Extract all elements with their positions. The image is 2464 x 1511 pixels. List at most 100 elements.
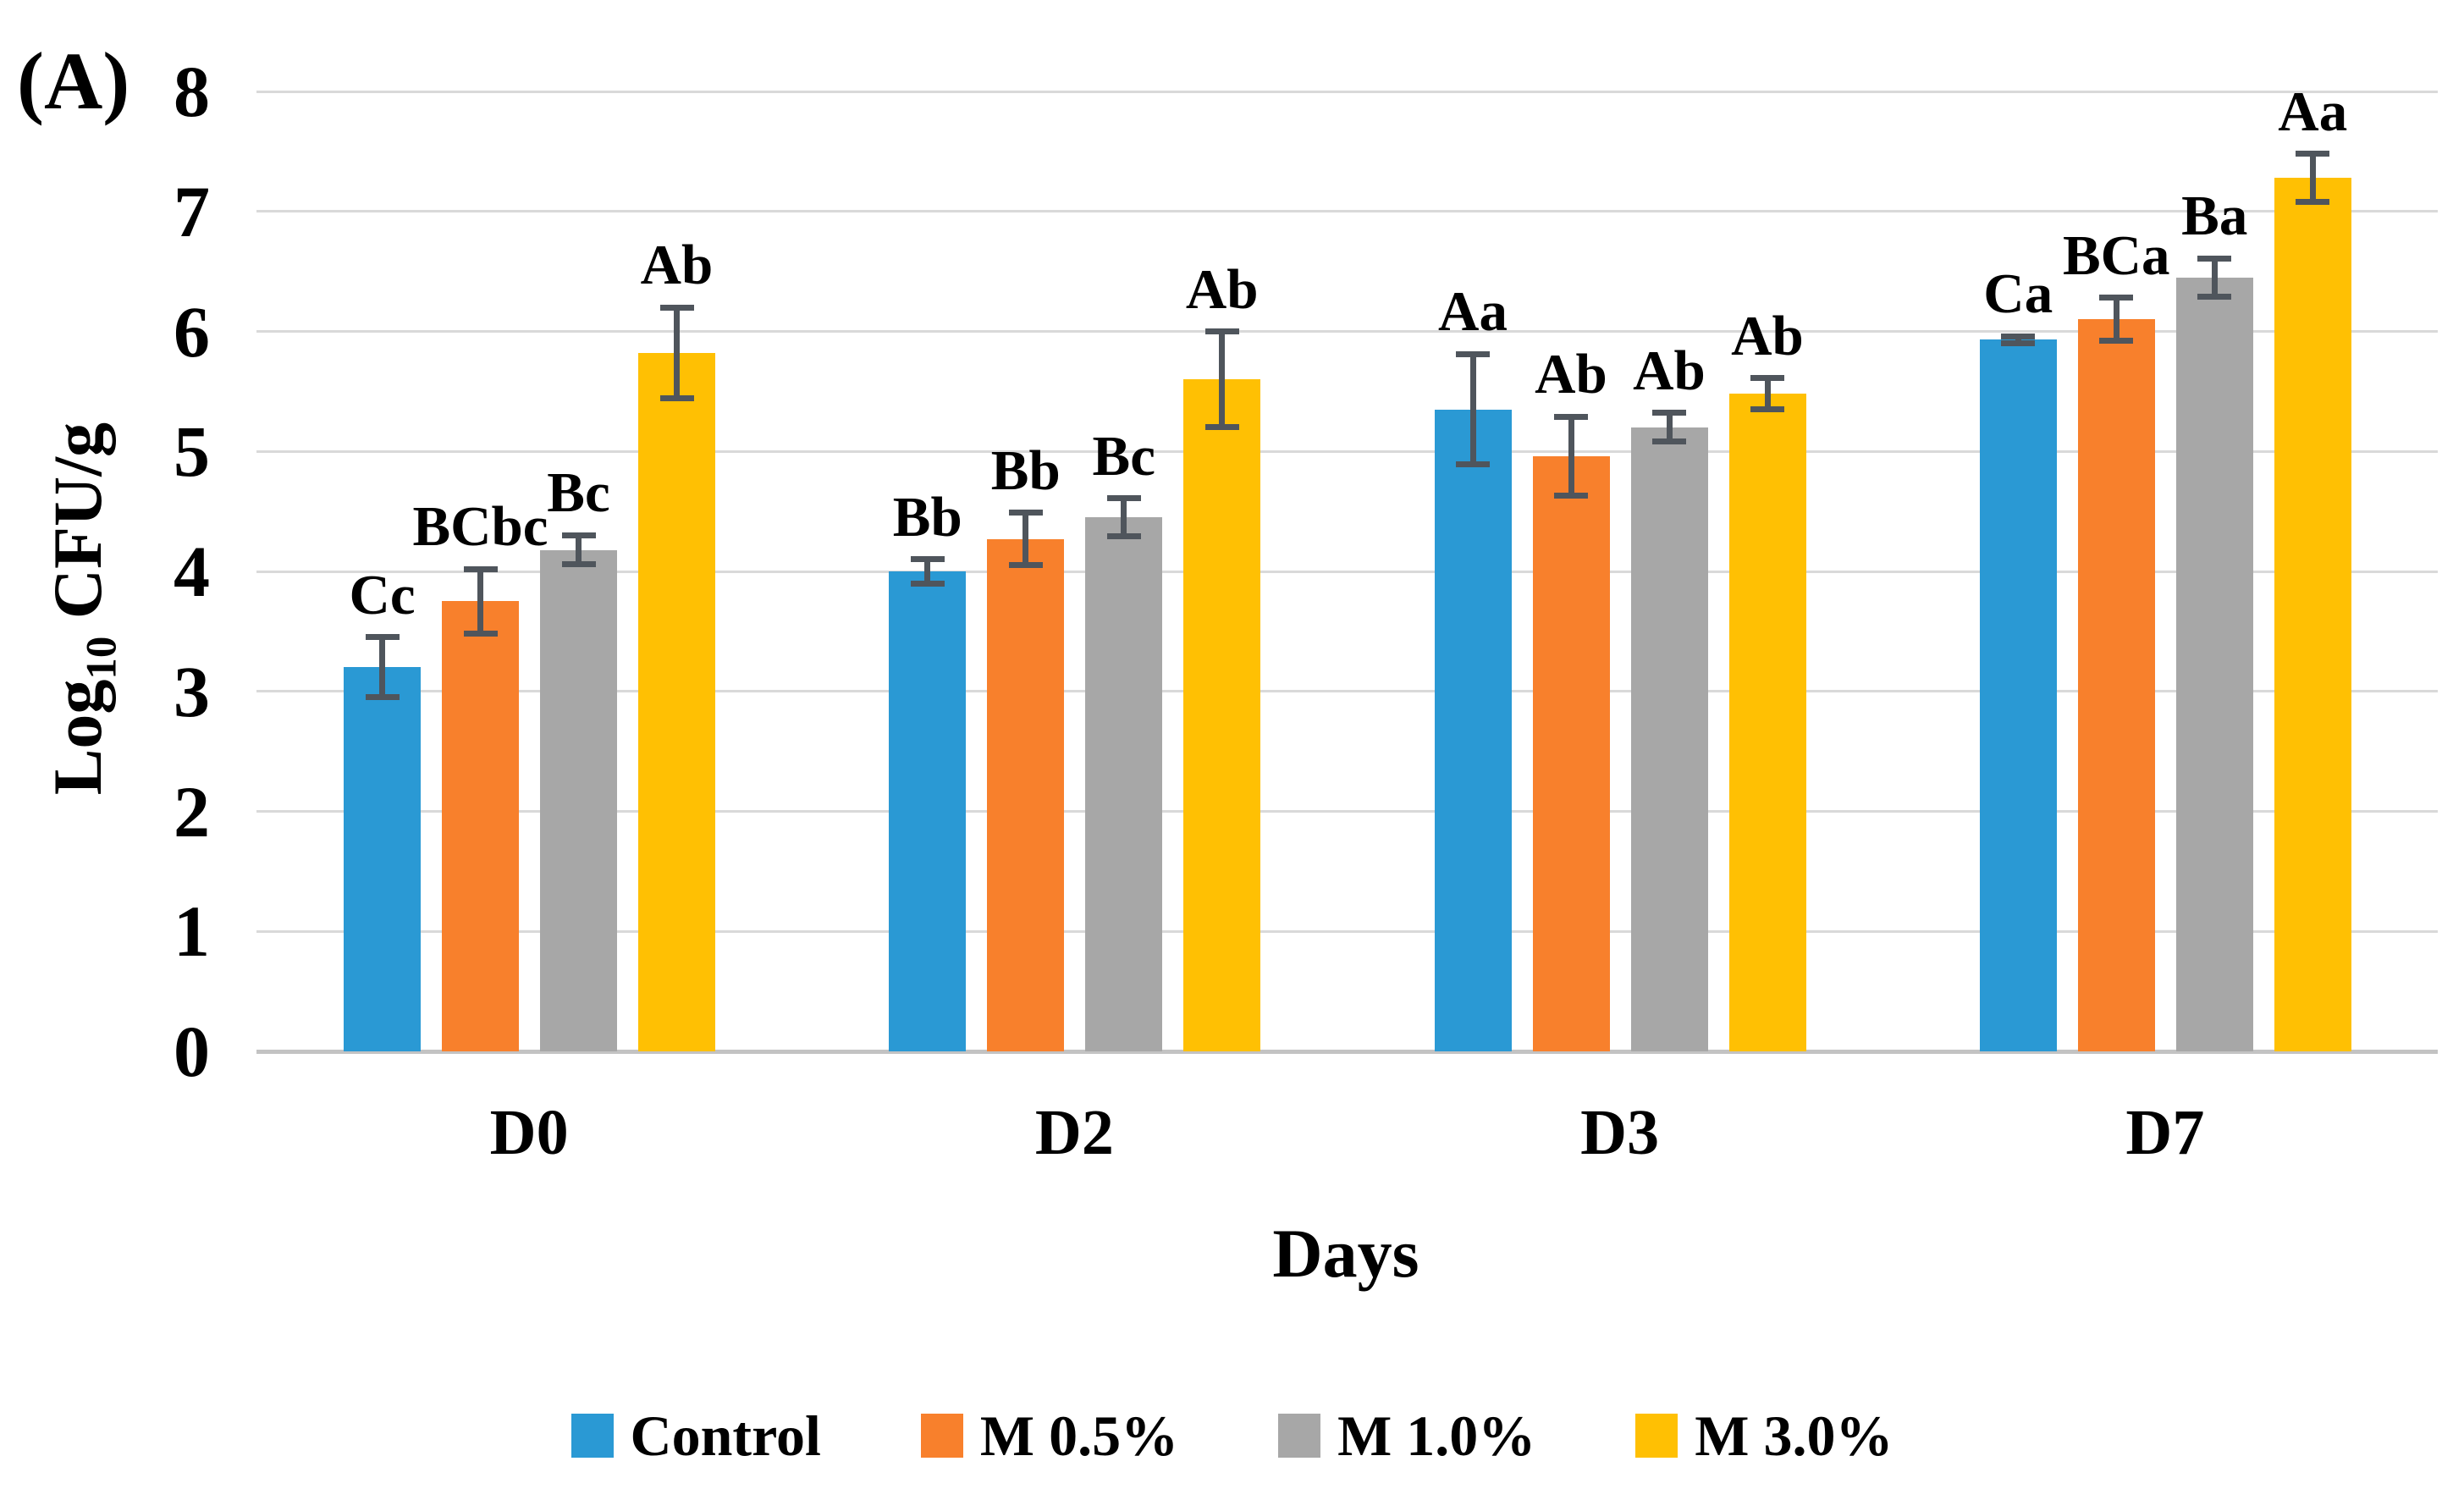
error-bar-cap [910, 580, 945, 587]
error-bar-stem [1023, 512, 1029, 565]
significance-label: Ab [640, 234, 714, 297]
legend-swatch-icon [1278, 1414, 1321, 1458]
bar-m-1.0--d2 [1085, 517, 1163, 1051]
y-tick-label: 2 [174, 770, 210, 852]
error-bar-stem [1764, 378, 1771, 410]
significance-label: Ab [1633, 339, 1706, 402]
error-bar-cap [1554, 413, 1588, 420]
error-bar-stem [2211, 258, 2218, 297]
error-bar-cap [2197, 293, 2232, 300]
bar-m-0.5--d2 [987, 538, 1065, 1051]
bar-control-d3 [1434, 409, 1512, 1051]
error-bar-stem [2309, 153, 2316, 202]
error-bar-cap [1652, 438, 1686, 445]
y-tick-label: 6 [174, 290, 210, 372]
significance-label: Ab [1535, 343, 1607, 406]
error-bar-cap [463, 565, 498, 572]
gridline [256, 90, 2438, 93]
legend-label: M 1.0% [1337, 1403, 1536, 1468]
error-bar-stem [1121, 498, 1127, 537]
bar-m-1.0--d3 [1630, 427, 1708, 1051]
error-bar-stem [674, 307, 680, 399]
error-bar-cap [463, 631, 498, 637]
significance-label: BCbc [412, 495, 548, 559]
gridline [256, 449, 2438, 453]
error-bar-stem [477, 569, 483, 634]
significance-label: Bc [1092, 424, 1155, 488]
gridline [256, 570, 2438, 573]
significance-label: Cc [349, 563, 416, 626]
error-bar-cap [2001, 340, 2036, 347]
plot-area: Cc BCbc Bc Ab Bb Bb Bc Ab Aa Ab Ab Ab Ca BCa Ba Aa [256, 83, 2438, 1054]
gridline [256, 929, 2438, 933]
significance-label: Aa [1438, 280, 1508, 344]
error-bar-cap [1106, 495, 1141, 502]
error-bar-cap [2001, 333, 2036, 339]
legend-item-m-1.0-: M 1.0% [1278, 1407, 1535, 1464]
error-bar-cap [365, 694, 400, 701]
error-bar-cap [1750, 406, 1784, 413]
y-tick-label: 0 [174, 1011, 210, 1092]
y-tick-label: 4 [174, 531, 210, 612]
bar-control-d0 [344, 667, 421, 1051]
error-bar-stem [924, 559, 931, 584]
significance-label: Ca [1983, 262, 2053, 326]
error-bar-cap [1554, 493, 1588, 499]
error-bar-cap [365, 634, 400, 641]
error-bar-cap [561, 532, 596, 538]
error-bar-cap [1204, 328, 1239, 334]
error-bar-cap [2296, 151, 2330, 157]
legend-swatch-icon [571, 1414, 614, 1458]
error-bar-cap [1456, 461, 1490, 468]
error-bar-cap [1456, 350, 1490, 357]
legend-item-m-0.5-: M 0.5% [920, 1403, 1179, 1468]
y-tick-label: 1 [174, 891, 210, 973]
error-bar-stem [2015, 336, 2021, 344]
axis-baseline [256, 1049, 2438, 1054]
error-bar-cap [910, 556, 945, 563]
legend: Control M 0.5% M 1.0% M 3.0% [0, 1407, 2464, 1464]
significance-label: Bb [990, 438, 1061, 502]
error-bar-cap [1652, 410, 1686, 416]
error-bar-stem [1469, 354, 1476, 465]
legend-item-m-3.0-: M 3.0% [1635, 1407, 1893, 1464]
significance-label: Bb [892, 485, 962, 549]
gridline [256, 210, 2438, 213]
error-bar-cap [659, 304, 694, 311]
significance-label: Bc [547, 461, 610, 525]
bar-m-1.0--d7 [2175, 277, 2253, 1051]
error-bar-cap [1750, 375, 1784, 382]
bar-m-3.0--d7 [2274, 178, 2351, 1051]
x-axis-title: Days [1272, 1215, 1419, 1292]
bar-m-3.0--d2 [1183, 379, 1261, 1051]
error-bar-cap [2099, 338, 2134, 345]
legend-label: M 3.0% [1695, 1403, 1893, 1468]
error-bar-cap [2197, 255, 2232, 262]
bar-control-d2 [889, 571, 967, 1051]
error-bar-stem [1666, 412, 1673, 442]
gridline [256, 810, 2438, 813]
error-bar-stem [2113, 297, 2119, 341]
bar-m-1.0--d0 [540, 549, 617, 1051]
x-tick-label-d2: D2 [1034, 1097, 1114, 1168]
x-tick-label-d7: D7 [2125, 1097, 2205, 1168]
error-bar-stem [379, 637, 385, 698]
legend-swatch-icon [920, 1414, 963, 1458]
bar-m-3.0--d0 [638, 353, 715, 1051]
significance-label: Ba [2181, 185, 2248, 248]
y-tick-label: 8 [174, 51, 210, 132]
x-tick-label-d3: D3 [1580, 1097, 1660, 1168]
error-bar-cap [1204, 424, 1239, 431]
gridline [256, 690, 2438, 693]
panel-label: (A) [17, 36, 130, 126]
bar-m-0.5--d7 [2077, 319, 2155, 1051]
bar-control-d7 [1979, 339, 2057, 1051]
legend-label: M 0.5% [979, 1403, 1179, 1468]
error-bar-cap [659, 395, 694, 402]
error-bar-cap [1008, 510, 1043, 516]
significance-label: Aa [2278, 80, 2348, 143]
bar-m-0.5--d3 [1532, 455, 1610, 1051]
error-bar-cap [1106, 533, 1141, 540]
error-bar-cap [1008, 562, 1043, 569]
